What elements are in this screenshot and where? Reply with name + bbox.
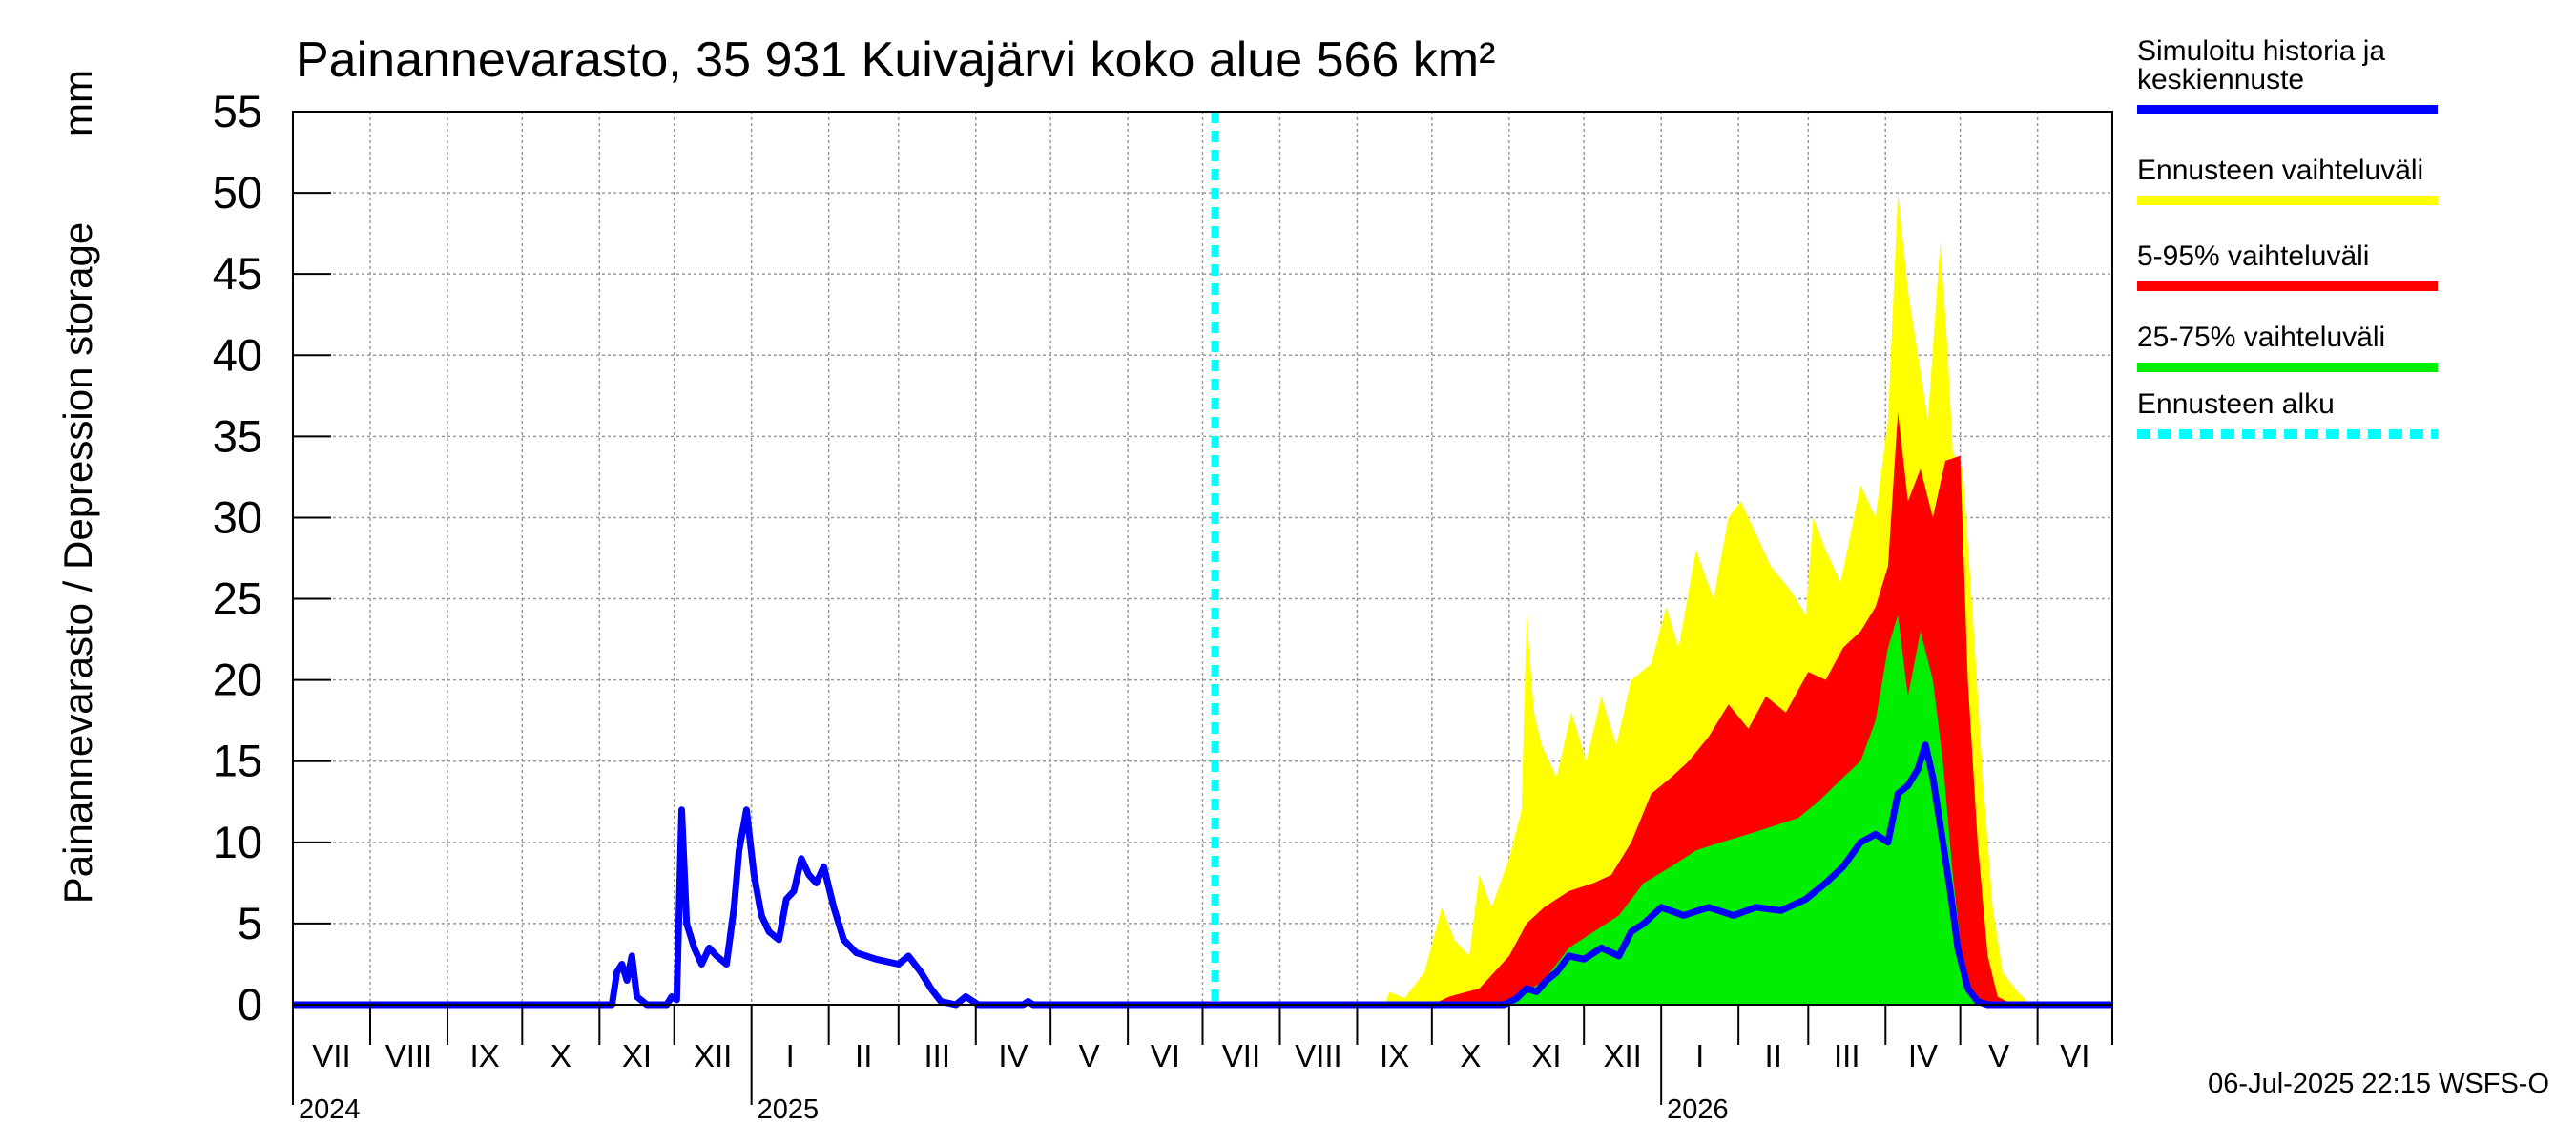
series-area: [1491, 614, 1984, 1005]
chart-title: Painannevarasto, 35 931 Kuivajärvi koko …: [296, 32, 1495, 88]
x-month-label: III: [924, 1038, 951, 1073]
x-month-label: XII: [1603, 1038, 1641, 1073]
x-month-label: IX: [470, 1038, 500, 1073]
x-month-label: VI: [2060, 1038, 2089, 1073]
legend-label: Ennusteen vaihteluväli: [2137, 155, 2423, 186]
series-lines: [293, 112, 2112, 1009]
y-tick-label: 0: [238, 979, 262, 1030]
legend-label: 5-95% vaihteluväli: [2137, 240, 2369, 272]
y-tick-label: 5: [238, 898, 262, 948]
x-month-label: II: [1765, 1038, 1782, 1073]
y-tick-label: 45: [213, 248, 262, 299]
y-tick-label: 25: [213, 573, 262, 624]
legend-label: keskiennuste: [2137, 64, 2304, 95]
y-tick-label: 35: [213, 410, 262, 461]
timestamp-footer: 06-Jul-2025 22:15 WSFS-O: [2208, 1069, 2549, 1099]
y-axis-unit: mm: [55, 70, 100, 136]
x-month-label: IV: [998, 1038, 1028, 1073]
plot-area: [292, 111, 2113, 1009]
x-month-label: IV: [1908, 1038, 1938, 1073]
y-axis: 0 5 10 15 20 25 30 35 40 45 50 55: [213, 86, 262, 1030]
x-month-label: VII: [1222, 1038, 1260, 1073]
legend-label: 25-75% vaihteluväli: [2137, 322, 2385, 353]
x-month-label: III: [1834, 1038, 1860, 1073]
x-month-label: VI: [1151, 1038, 1180, 1073]
y-tick-label: 10: [213, 817, 262, 867]
x-month-label: X: [1460, 1038, 1481, 1073]
x-month-label: IX: [1380, 1038, 1409, 1073]
x-year-label: 2026: [1667, 1094, 1729, 1125]
y-tick-label: 30: [213, 491, 262, 542]
y-axis-label: Painannevarasto / Depression storage: [55, 222, 100, 904]
x-month-label: XI: [1531, 1038, 1561, 1073]
y-tick-label: 50: [213, 167, 262, 218]
y-tick-label: 20: [213, 655, 262, 705]
series-line: [293, 741, 2112, 1009]
x-month-label: VIII: [385, 1038, 433, 1073]
y-tick-label: 55: [213, 86, 262, 136]
y-tick-label: 40: [213, 329, 262, 380]
x-year-label: 2024: [299, 1094, 361, 1125]
x-month-label: V: [1079, 1038, 1100, 1073]
x-month-label: I: [786, 1038, 795, 1073]
x-month-label: V: [1988, 1038, 2009, 1073]
legend-label: Ennusteen alku: [2137, 388, 2335, 420]
x-month-label: XII: [694, 1038, 732, 1073]
x-month-label: VIII: [1295, 1038, 1342, 1073]
x-year-label: 2025: [758, 1094, 820, 1125]
x-month-label: II: [855, 1038, 872, 1073]
y-tick-label: 15: [213, 736, 262, 786]
x-month-label: X: [551, 1038, 571, 1073]
series-bands: [1384, 193, 2041, 1006]
x-month-label: I: [1695, 1038, 1704, 1073]
legend-label: Simuloitu historia ja: [2137, 35, 2385, 67]
x-month-label: XI: [622, 1038, 652, 1073]
x-axis: VII VIII IX X XI XII I II III IV V VI VII VIII IX X XI XI…: [292, 1005, 2113, 1125]
x-month-label: VII: [312, 1038, 350, 1073]
